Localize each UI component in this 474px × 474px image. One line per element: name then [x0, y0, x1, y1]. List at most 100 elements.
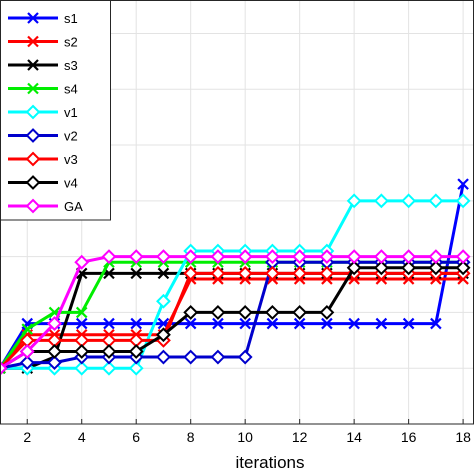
- marker-diamond: [210, 305, 226, 320]
- marker-diamond: [128, 360, 144, 376]
- marker-diamond: [346, 260, 362, 276]
- marker-diamond: [401, 249, 417, 265]
- series-GA: [0, 249, 471, 376]
- marker-diamond: [47, 316, 62, 331]
- marker-diamond: [156, 349, 171, 365]
- marker-diamond: [101, 249, 117, 265]
- marker-diamond: [0, 360, 8, 376]
- marker-diamond: [237, 349, 253, 365]
- marker-diamond: [25, 175, 41, 190]
- marker-diamond: [237, 265, 253, 281]
- marker-diamond: [128, 249, 144, 265]
- marker-x: [321, 317, 333, 330]
- marker-diamond: [25, 128, 41, 143]
- marker-diamond: [101, 344, 117, 359]
- x-tick-label: 4: [78, 429, 86, 445]
- legend-item-v2: v2: [8, 128, 78, 144]
- x-tick-label: 8: [187, 429, 195, 445]
- marker-x: [375, 317, 388, 330]
- marker-diamond: [292, 305, 308, 320]
- legend-label: v1: [64, 105, 78, 120]
- marker-diamond: [19, 355, 35, 371]
- marker-x: [430, 317, 442, 330]
- marker-diamond: [292, 249, 308, 265]
- legend-item-s4: s4: [8, 82, 78, 97]
- marker-diamond: [25, 104, 41, 120]
- legend-item-v4: v4: [8, 175, 78, 191]
- legend-item-s2: s2: [8, 35, 78, 50]
- marker-diamond: [455, 260, 471, 276]
- marker-diamond: [455, 249, 471, 265]
- marker-diamond: [264, 265, 280, 281]
- legend-label: s2: [64, 35, 78, 50]
- marker-diamond: [47, 355, 62, 371]
- marker-x: [184, 317, 197, 330]
- marker-diamond: [128, 344, 144, 359]
- x-tick-label: 12: [292, 429, 308, 445]
- marker-x: [266, 317, 279, 330]
- marker-diamond: [428, 193, 444, 209]
- marker-x: [402, 317, 415, 330]
- marker-x: [27, 82, 39, 95]
- marker-diamond: [264, 249, 280, 265]
- marker-x: [21, 323, 34, 335]
- legend-label: s1: [64, 11, 78, 26]
- marker-x: [239, 317, 251, 330]
- legend-label: s3: [64, 58, 78, 73]
- legend-item-GA: GA: [8, 198, 83, 214]
- marker-x: [75, 317, 88, 330]
- marker-diamond: [319, 249, 335, 265]
- marker-x: [27, 12, 39, 24]
- legend-label: v3: [64, 152, 78, 167]
- marker-x: [348, 317, 360, 330]
- x-axis-ticks: 2 4 6 8 10 12 14 16 18: [23, 419, 471, 445]
- marker-diamond: [373, 260, 389, 276]
- marker-diamond: [455, 193, 471, 209]
- marker-diamond: [401, 193, 417, 209]
- marker-diamond: [237, 249, 253, 265]
- marker-diamond: [210, 249, 226, 265]
- marker-diamond: [428, 249, 444, 265]
- marker-x: [130, 317, 142, 330]
- marker-diamond: [264, 305, 280, 320]
- series-line-s2: [0, 277, 464, 370]
- marker-x: [212, 317, 224, 330]
- marker-diamond: [319, 305, 335, 320]
- legend-item-s3: s3: [8, 58, 78, 73]
- marker-diamond: [373, 249, 389, 265]
- x-tick-label: 10: [237, 429, 253, 445]
- marker-diamond: [346, 193, 362, 209]
- legend-item-v1: v1: [8, 104, 78, 120]
- x-tick-label: 14: [346, 429, 362, 445]
- marker-diamond: [19, 344, 35, 359]
- legend-item-s1: s1: [8, 11, 78, 26]
- marker-diamond: [183, 349, 199, 365]
- marker-diamond: [156, 249, 171, 265]
- marker-diamond: [210, 349, 226, 365]
- marker-diamond: [74, 360, 90, 376]
- series-line-s1: [0, 183, 465, 369]
- marker-diamond: [156, 293, 171, 309]
- marker-diamond: [346, 249, 362, 265]
- x-tick-label: 6: [132, 429, 140, 445]
- legend-item-v3: v3: [8, 151, 78, 167]
- legend-label: v2: [64, 129, 78, 144]
- series-layer: [0, 178, 471, 376]
- marker-diamond: [319, 265, 335, 281]
- marker-x: [27, 59, 39, 71]
- marker-diamond: [74, 254, 90, 270]
- marker-diamond: [25, 151, 41, 167]
- marker-diamond: [292, 265, 308, 281]
- marker-x: [103, 317, 115, 330]
- legend-box: [0, 0, 111, 221]
- marker-diamond: [373, 193, 389, 209]
- marker-diamond: [401, 260, 417, 276]
- marker-x: [130, 267, 142, 280]
- legend: s1 s2 s3 s4 v1 v2 v3 v4 GA: [0, 0, 111, 221]
- marker-diamond: [237, 305, 253, 320]
- marker-diamond: [183, 249, 199, 265]
- marker-x: [293, 317, 306, 330]
- x-tick-label: 2: [23, 429, 31, 445]
- marker-diamond: [101, 360, 117, 376]
